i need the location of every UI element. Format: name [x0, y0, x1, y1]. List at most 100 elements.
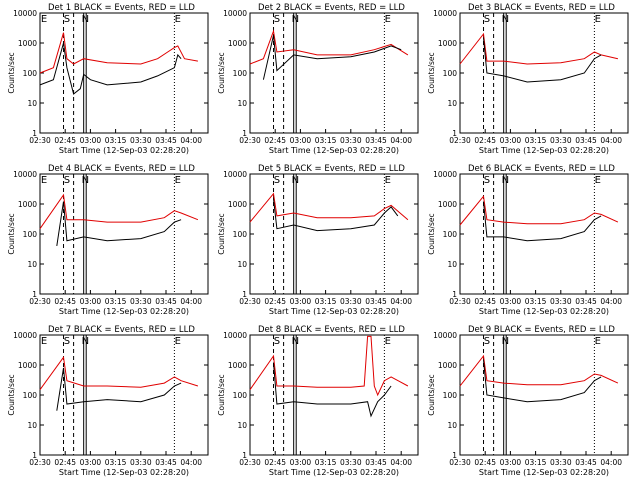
plot-frame	[249, 12, 419, 134]
y-axis-label: Counts/sec	[7, 213, 16, 254]
x-tick-label: 02:30	[239, 458, 261, 467]
x-tick-label: 02:45	[474, 458, 496, 467]
marker-label: N	[502, 14, 509, 25]
x-tick-label: 03:00	[290, 136, 312, 145]
x-tick-label: 03:15	[105, 297, 127, 306]
y-tick-label: 100	[233, 230, 248, 239]
x-tick-label: 04:00	[390, 297, 412, 306]
x-tick-label: 03:00	[500, 297, 522, 306]
panel-title: Det 3 BLACK = Events, RED = LLD	[468, 3, 615, 13]
y-tick-label: 1000	[438, 200, 457, 209]
panel-det-9: Det 9 BLACK = Events, RED = LLD 1 10 100 100…	[427, 325, 629, 477]
plot-frame	[249, 334, 419, 456]
y-tick-label: 1	[242, 290, 247, 299]
marker-label: E	[385, 175, 391, 186]
marker-label: E	[595, 175, 601, 186]
events-series-line	[262, 35, 402, 80]
x-tick-label: 04:00	[390, 136, 412, 145]
panel-det-7: Det 7 BLACK = Events, RED = LLD 1 10 100 100…	[7, 325, 209, 477]
y-tick-label: 100	[233, 69, 248, 78]
panel-title: Det 5 BLACK = Events, RED = LLD	[258, 164, 405, 174]
y-axis-label: Counts/sec	[7, 374, 16, 415]
panel-det-2: Det 2 BLACK = Events, RED = LLD 1 10 100 100…	[217, 3, 419, 155]
y-tick-label: 10000	[13, 170, 37, 179]
panel-title: Det 8 BLACK = Events, RED = LLD	[258, 325, 405, 335]
y-tick-label: 10000	[13, 331, 37, 340]
y-tick-label: 1	[32, 451, 37, 460]
x-tick-label: 03:30	[340, 297, 362, 306]
marker-label: E	[41, 175, 47, 186]
x-tick-label: 03:15	[105, 458, 127, 467]
marker-label: S	[274, 175, 280, 186]
panel-det-8: Det 8 BLACK = Events, RED = LLD 1 10 100 100…	[217, 325, 419, 477]
panel-det-3: Det 3 BLACK = Events, RED = LLD 1 10 100 100…	[427, 3, 629, 155]
y-tick-label: 10	[237, 421, 247, 430]
lld-series-line	[459, 195, 619, 226]
x-tick-label: 04:00	[600, 458, 622, 467]
x-tick-label: 03:30	[340, 458, 362, 467]
marker-label: N	[292, 14, 299, 25]
x-axis-label: Start Time (12-Sep-03 02:28:20)	[59, 307, 189, 316]
panel-title: Det 7 BLACK = Events, RED = LLD	[48, 325, 195, 335]
y-tick-label: 1000	[18, 361, 37, 370]
marker-label: E	[41, 336, 47, 347]
x-tick-label: 03:30	[130, 297, 152, 306]
x-tick-label: 02:30	[449, 297, 471, 306]
x-axis-label: Start Time (12-Sep-03 02:28:20)	[269, 307, 399, 316]
marker-label: E	[385, 336, 391, 347]
panel-det-5: Det 5 BLACK = Events, RED = LLD 1 10 100 100…	[217, 164, 419, 316]
x-tick-label: 04:00	[180, 458, 202, 467]
marker-label: E	[175, 14, 181, 25]
y-tick-label: 100	[23, 69, 38, 78]
y-axis-label: Counts/sec	[427, 213, 436, 254]
y-axis-label: Counts/sec	[7, 52, 16, 93]
x-tick-label: 03:00	[290, 458, 312, 467]
x-tick-label: 04:00	[180, 297, 202, 306]
y-tick-label: 1000	[228, 200, 247, 209]
plot-frame	[39, 173, 209, 295]
y-tick-label: 1000	[228, 39, 247, 48]
events-series-line	[56, 367, 182, 411]
x-tick-label: 03:45	[365, 297, 387, 306]
x-axis-label: Start Time (12-Sep-03 02:28:20)	[269, 146, 399, 155]
x-tick-label: 03:45	[155, 458, 177, 467]
x-tick-label: 03:30	[340, 136, 362, 145]
events-series-line	[56, 201, 182, 246]
marker-label: E	[175, 336, 181, 347]
lld-series-line	[39, 193, 199, 229]
x-tick-label: 03:30	[550, 458, 572, 467]
y-axis-label: Counts/sec	[217, 374, 226, 415]
x-tick-label: 03:45	[575, 136, 597, 145]
plot-frame	[249, 173, 419, 295]
x-tick-label: 03:00	[290, 297, 312, 306]
marker-label: S	[484, 175, 490, 186]
marker-label: E	[175, 175, 181, 186]
y-tick-label: 1	[452, 290, 457, 299]
panel-det-1: Det 1 BLACK = Events, RED = LLD 1 10 100 100…	[7, 3, 209, 155]
panel-title: Det 6 BLACK = Events, RED = LLD	[468, 164, 615, 174]
x-tick-label: 03:15	[315, 136, 337, 145]
events-series-line	[273, 362, 392, 418]
x-axis-label: Start Time (12-Sep-03 02:28:20)	[479, 146, 609, 155]
x-tick-label: 02:30	[449, 458, 471, 467]
lld-series-line	[39, 32, 198, 74]
y-tick-label: 10000	[433, 331, 457, 340]
y-tick-label: 1	[242, 129, 247, 138]
y-tick-label: 10	[237, 99, 247, 108]
y-tick-label: 1	[452, 451, 457, 460]
lld-series-line	[459, 32, 619, 65]
y-tick-label: 10	[447, 99, 457, 108]
marker-label: S	[274, 336, 280, 347]
y-tick-label: 10000	[13, 9, 37, 18]
x-axis-label: Start Time (12-Sep-03 02:28:20)	[59, 468, 189, 477]
y-tick-label: 10	[27, 421, 37, 430]
x-tick-label: 03:15	[315, 458, 337, 467]
x-tick-label: 03:30	[550, 136, 572, 145]
panel-title: Det 4 BLACK = Events, RED = LLD	[48, 164, 195, 174]
marker-label: S	[274, 14, 280, 25]
y-tick-label: 1	[32, 290, 37, 299]
marker-label: E	[595, 14, 601, 25]
x-tick-label: 04:00	[180, 136, 202, 145]
